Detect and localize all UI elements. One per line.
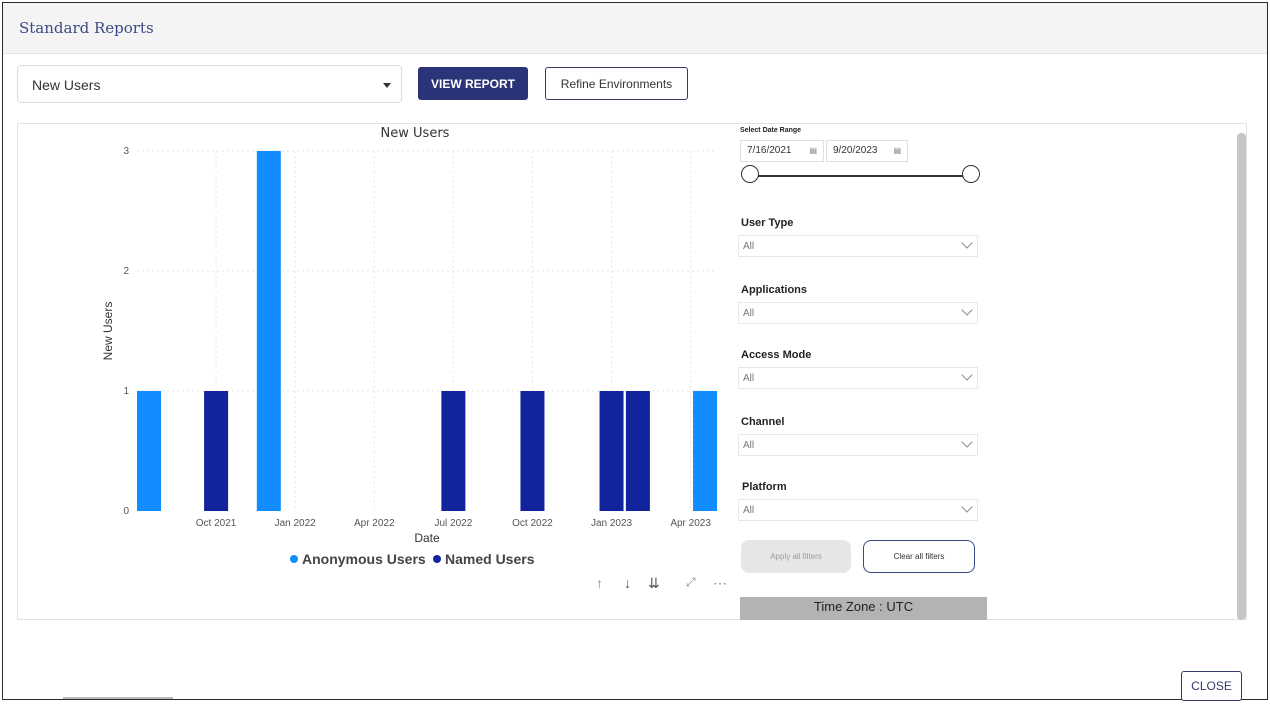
x-tick-label: Apr 2022 [354, 518, 395, 529]
time-zone-banner: Time Zone : UTC [740, 597, 987, 620]
date-range-end-handle[interactable] [962, 165, 980, 183]
report-panel [17, 123, 1247, 620]
chart-title: New Users [381, 126, 450, 141]
bar-anonymous-users[interactable] [256, 151, 281, 511]
access-mode-label: Access Mode [741, 349, 812, 361]
access-mode-value: All [743, 373, 755, 384]
platform-dropdown[interactable]: All [738, 499, 978, 521]
view-report-button[interactable]: VIEW REPORT [418, 67, 528, 100]
report-select-value: New Users [32, 77, 101, 93]
date-range-slider-track [748, 175, 970, 177]
chevron-down-icon [961, 369, 973, 381]
caret-down-icon [383, 83, 391, 88]
chevron-down-icon [961, 501, 973, 513]
user-type-label: User Type [741, 217, 794, 229]
bar-anonymous-users[interactable] [693, 391, 717, 511]
legend-marker-named [433, 555, 441, 563]
y-tick-label: 3 [123, 146, 129, 157]
y-axis-label: New Users [101, 302, 115, 361]
end-date-input[interactable]: 9/20/2023 ▤ [826, 140, 908, 162]
more-options-icon[interactable]: ⋯ [713, 575, 727, 591]
channel-value: All [743, 440, 755, 451]
platform-label: Platform [742, 481, 787, 493]
user-type-dropdown[interactable]: All [738, 235, 978, 257]
chevron-down-icon [961, 304, 973, 316]
legend-marker-anonymous [290, 555, 298, 563]
y-tick-label: 0 [123, 506, 129, 517]
bar-named-users[interactable] [520, 391, 545, 511]
start-date-value: 7/16/2021 [747, 145, 792, 156]
start-date-input[interactable]: 7/16/2021 ▤ [740, 140, 824, 162]
focus-mode-icon[interactable]: ⤢ [686, 575, 696, 589]
platform-value: All [743, 505, 755, 516]
legend-named-users: Named Users [445, 551, 535, 567]
calendar-icon: ▤ [893, 146, 901, 155]
report-select[interactable]: New Users [17, 65, 402, 103]
y-tick-label: 2 [123, 266, 129, 277]
chevron-down-icon [961, 436, 973, 448]
bar-named-users[interactable] [441, 391, 466, 511]
user-type-value: All [743, 241, 755, 252]
x-tick-label: Oct 2022 [512, 518, 553, 529]
bar-named-users[interactable] [204, 391, 229, 511]
legend-anonymous-users: Anonymous Users [302, 551, 426, 567]
apply-all-filters-button[interactable]: Apply all filters [741, 540, 851, 573]
x-tick-label: Oct 2021 [196, 518, 237, 529]
arrow-up-icon[interactable]: ↑ [596, 575, 603, 591]
bar-named-users[interactable] [625, 391, 650, 511]
bar-anonymous-users[interactable] [137, 391, 161, 511]
applications-label: Applications [741, 284, 808, 296]
end-date-value: 9/20/2023 [833, 145, 878, 156]
x-tick-label: Jan 2022 [275, 518, 317, 529]
date-range-label: Select Date Range [740, 127, 802, 134]
channel-dropdown[interactable]: All [738, 434, 978, 456]
refine-environments-button[interactable]: Refine Environments [545, 67, 688, 100]
panel-scrollbar[interactable] [1237, 133, 1246, 620]
chevron-down-icon [961, 237, 973, 249]
applications-value: All [743, 308, 755, 319]
bottom-divider [63, 697, 173, 699]
window-title: Standard Reports [19, 19, 154, 37]
double-arrow-down-icon[interactable]: ⇊ [648, 575, 660, 591]
window-header: Standard Reports [3, 3, 1267, 54]
x-axis-ticks: Oct 2021 Jan 2022 Apr 2022 Jul 2022 Oct 2022… [196, 518, 712, 529]
x-tick-label: Jul 2022 [434, 518, 472, 529]
x-tick-label: Jan 2023 [591, 518, 633, 529]
access-mode-dropdown[interactable]: All [738, 367, 978, 389]
clear-all-filters-button[interactable]: Clear all filters [863, 540, 975, 573]
arrow-down-icon[interactable]: ↓ [624, 575, 631, 591]
y-tick-label: 1 [123, 386, 129, 397]
calendar-icon: ▤ [809, 146, 817, 155]
y-axis-ticks: 0 1 2 3 [123, 146, 129, 517]
channel-label: Channel [741, 416, 785, 428]
bar-named-users[interactable] [599, 391, 624, 511]
x-tick-label: Apr 2023 [670, 518, 711, 529]
applications-dropdown[interactable]: All [738, 302, 978, 324]
chart-legend: Anonymous Users Named Users [290, 551, 535, 567]
date-range-start-handle[interactable] [741, 165, 759, 183]
x-axis-label: Date [414, 531, 440, 545]
close-button[interactable]: CLOSE [1181, 671, 1242, 701]
chart-bars [137, 151, 717, 511]
